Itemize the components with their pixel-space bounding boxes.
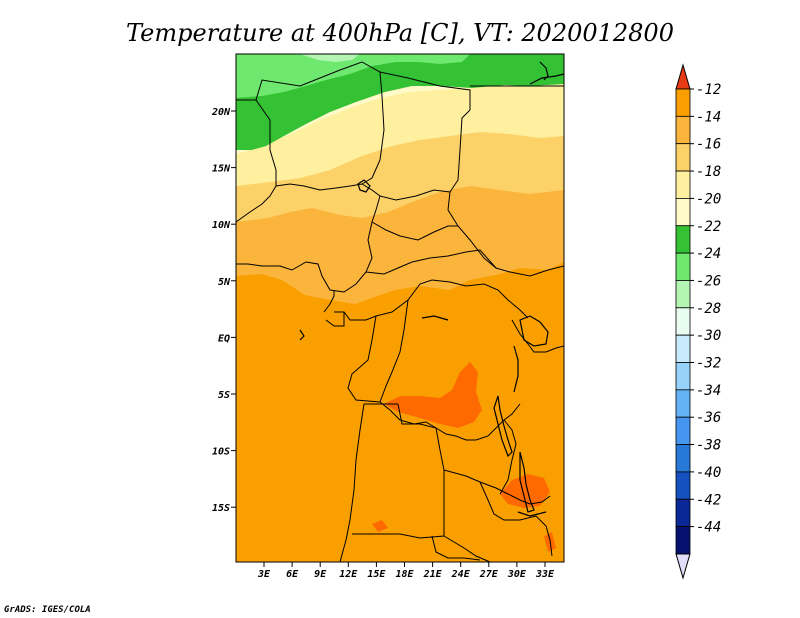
colorbar-swatch <box>675 143 691 172</box>
colorbar-label: -38 <box>696 438 721 454</box>
colorbar-swatch <box>675 334 691 363</box>
colorbar-label: -16 <box>696 137 721 153</box>
colorbar-swatch <box>675 197 691 227</box>
field-band-12-14-zambia <box>500 474 550 508</box>
lon-tick-label: 27E <box>479 569 499 580</box>
lon-tick-label: 33E <box>535 569 555 580</box>
field-band-26-28 <box>236 54 470 98</box>
lat-tick-label: 10S <box>212 447 230 458</box>
colorbar-swatch <box>675 416 691 445</box>
colorbar-swatch <box>675 498 691 528</box>
colorbar: -12 -14 -16 -18 -20 -22 -24 -26 -28 -30 -32 -34 -36 -… <box>675 63 721 580</box>
colorbar-top-arrow <box>675 63 691 90</box>
lat-tick-label: 15N <box>212 164 231 175</box>
colorbar-label: -36 <box>696 410 721 426</box>
country-borders <box>236 61 564 562</box>
colorbar-swatch <box>675 225 691 254</box>
colorbar-swatch <box>675 170 691 199</box>
lakes-and-coast <box>299 61 564 517</box>
colorbar-bottom-arrow <box>675 553 691 580</box>
colorbar-label: -34 <box>696 383 721 399</box>
lat-tick-label: 5N <box>218 277 231 288</box>
colorbar-swatch <box>675 444 691 473</box>
lon-tick-label: 24E <box>451 569 471 580</box>
lat-tick-label: EQ <box>218 333 230 344</box>
lat-tick-label: 5S <box>218 390 230 401</box>
lon-tick-label: 21E <box>423 569 443 580</box>
colorbar-swatch <box>675 362 691 391</box>
lon-tick-label: 30E <box>507 569 527 580</box>
field-band-28-30 <box>300 54 360 62</box>
colorbar-label: -30 <box>696 328 721 344</box>
lat-tick-label: 10N <box>212 220 231 231</box>
colorbar-swatch <box>675 389 691 418</box>
colorbar-swatch <box>675 115 691 145</box>
lon-tick-label: 18E <box>395 569 414 580</box>
colorbar-label: -24 <box>696 246 721 262</box>
colorbar-label: -20 <box>696 191 721 207</box>
lat-tick-label: 20N <box>211 107 231 118</box>
map-frame <box>235 53 565 563</box>
colorbar-swatch <box>675 252 691 281</box>
colorbar-label: -14 <box>696 109 721 125</box>
grads-credit: GrADS: IGES/COLA <box>4 605 91 615</box>
colorbar-label: -26 <box>696 273 721 289</box>
field-band-12-14-congo <box>384 362 482 428</box>
colorbar-label: -22 <box>696 219 721 235</box>
colorbar-label: -42 <box>696 492 721 508</box>
lon-tick-label: 6E <box>286 569 299 580</box>
colorbar-swatch <box>675 526 691 555</box>
colorbar-label: -40 <box>696 465 721 481</box>
lon-tick-label: 3E <box>257 569 271 580</box>
map-title: Temperature at 400hPa [C], VT: 202001280… <box>126 19 674 47</box>
colorbar-swatch <box>675 88 691 117</box>
map-panel <box>236 54 564 562</box>
colorbar-label: -12 <box>696 82 721 98</box>
lon-tick-label: 15E <box>367 569 386 580</box>
colorbar-swatch <box>675 280 691 309</box>
field-band-12-14-angola <box>372 520 388 532</box>
lat-tick-label: 15S <box>212 503 230 514</box>
colorbar-label: -18 <box>696 164 721 180</box>
lon-tick-label: 9E <box>314 569 327 580</box>
lon-tick-label: 12E <box>339 569 358 580</box>
colorbar-label: -44 <box>696 520 721 536</box>
colorbar-label: -32 <box>696 356 721 372</box>
colorbar-swatch <box>675 471 691 500</box>
colorbar-swatch <box>675 307 691 336</box>
map-axis-ticks: 3E 6E 9E 12E 15E 18E 21E 24E 27E 30E 33E 20N 15N 10N 5… <box>211 107 555 580</box>
colorbar-label: -28 <box>696 301 721 317</box>
